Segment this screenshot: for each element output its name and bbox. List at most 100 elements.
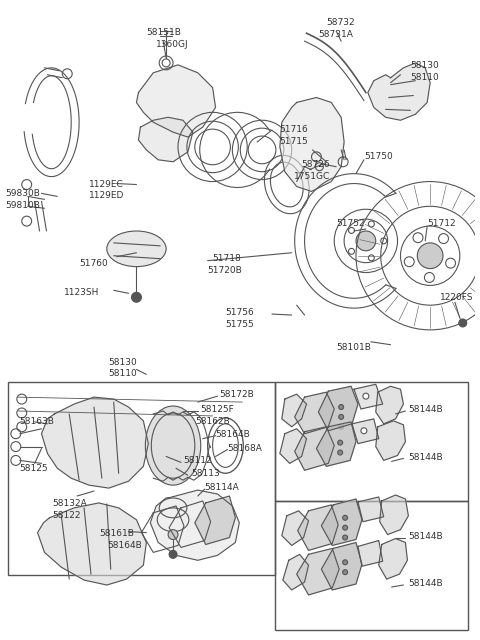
- Polygon shape: [282, 511, 309, 545]
- Ellipse shape: [145, 406, 201, 485]
- Polygon shape: [376, 387, 404, 424]
- Circle shape: [381, 238, 387, 244]
- Polygon shape: [379, 538, 408, 579]
- Circle shape: [169, 550, 177, 558]
- Polygon shape: [322, 543, 362, 590]
- Text: 58732: 58732: [326, 19, 355, 28]
- Ellipse shape: [107, 231, 166, 267]
- Text: 58144B: 58144B: [408, 532, 443, 541]
- Polygon shape: [283, 554, 309, 590]
- Circle shape: [343, 535, 348, 540]
- Circle shape: [417, 243, 443, 269]
- Text: 51755: 51755: [226, 320, 254, 329]
- Circle shape: [339, 404, 344, 410]
- Polygon shape: [282, 394, 307, 427]
- Circle shape: [343, 515, 348, 520]
- Circle shape: [369, 221, 374, 227]
- Text: 58110: 58110: [109, 369, 138, 378]
- Circle shape: [343, 525, 348, 530]
- Text: 58168A: 58168A: [228, 444, 262, 452]
- Polygon shape: [280, 97, 344, 191]
- Polygon shape: [358, 497, 384, 522]
- Text: 51712: 51712: [427, 219, 456, 228]
- Text: 51718: 51718: [213, 253, 241, 263]
- Text: 51760: 51760: [79, 259, 108, 268]
- Text: 1360GJ: 1360GJ: [156, 40, 189, 49]
- Text: 58144B: 58144B: [408, 579, 443, 588]
- Circle shape: [132, 292, 142, 302]
- Circle shape: [348, 227, 354, 234]
- Text: 58113: 58113: [191, 469, 219, 478]
- Text: 58122: 58122: [52, 511, 81, 520]
- Bar: [275, 501, 468, 630]
- Polygon shape: [150, 490, 240, 560]
- Text: 58161B: 58161B: [99, 529, 134, 538]
- Circle shape: [369, 255, 374, 260]
- Polygon shape: [295, 427, 334, 470]
- Circle shape: [343, 570, 348, 575]
- Polygon shape: [354, 384, 383, 409]
- Text: 58163B: 58163B: [20, 417, 55, 426]
- Text: 59810B: 59810B: [5, 202, 40, 211]
- Text: 58130: 58130: [109, 358, 138, 367]
- Polygon shape: [195, 496, 235, 545]
- Text: 58164B: 58164B: [216, 430, 251, 439]
- Text: 51720B: 51720B: [208, 266, 242, 275]
- Circle shape: [348, 248, 354, 254]
- Text: 1220FS: 1220FS: [440, 293, 474, 302]
- Bar: [275, 382, 468, 501]
- Circle shape: [361, 428, 367, 434]
- Text: 51715: 51715: [279, 137, 308, 146]
- Circle shape: [439, 234, 448, 244]
- Polygon shape: [368, 63, 430, 120]
- Text: 1751GC: 1751GC: [294, 172, 330, 180]
- Text: 58144B: 58144B: [408, 452, 443, 461]
- Text: 58172B: 58172B: [219, 390, 254, 399]
- Text: 58110: 58110: [410, 73, 439, 82]
- Circle shape: [445, 258, 456, 268]
- Polygon shape: [298, 505, 338, 550]
- Polygon shape: [42, 397, 148, 488]
- Circle shape: [168, 530, 178, 540]
- Text: 1129ED: 1129ED: [89, 191, 124, 200]
- Text: 58112: 58112: [183, 456, 212, 465]
- Polygon shape: [380, 495, 408, 534]
- Text: 51752: 51752: [336, 219, 365, 228]
- Text: 51756: 51756: [226, 308, 254, 317]
- Text: 58731A: 58731A: [318, 30, 353, 39]
- Circle shape: [343, 560, 348, 564]
- Text: 58144B: 58144B: [408, 405, 443, 414]
- Polygon shape: [322, 499, 362, 545]
- Text: 51750: 51750: [364, 152, 393, 161]
- Circle shape: [404, 257, 414, 267]
- Text: 58726: 58726: [301, 160, 330, 169]
- Text: 58130: 58130: [410, 61, 439, 70]
- Circle shape: [339, 424, 344, 429]
- Text: 58125F: 58125F: [201, 405, 235, 414]
- Text: 58162B: 58162B: [195, 417, 229, 426]
- Polygon shape: [280, 429, 307, 463]
- Text: 58132A: 58132A: [52, 499, 87, 508]
- Polygon shape: [318, 387, 358, 431]
- Text: 58164B: 58164B: [107, 541, 142, 550]
- Polygon shape: [376, 421, 406, 460]
- Text: 1123SH: 1123SH: [64, 289, 100, 298]
- Text: 58101B: 58101B: [336, 343, 371, 352]
- Bar: [8, 382, 275, 575]
- Text: 51716: 51716: [279, 125, 308, 134]
- Polygon shape: [316, 422, 356, 467]
- Polygon shape: [358, 541, 383, 566]
- Circle shape: [339, 415, 344, 419]
- Circle shape: [363, 393, 369, 399]
- Circle shape: [413, 233, 423, 243]
- Circle shape: [338, 450, 343, 455]
- Text: 58125: 58125: [20, 465, 48, 474]
- Circle shape: [424, 273, 434, 282]
- Text: 58114A: 58114A: [204, 483, 240, 492]
- Polygon shape: [352, 419, 379, 444]
- Text: 59830B: 59830B: [5, 189, 40, 198]
- Text: 1129EC: 1129EC: [89, 180, 124, 189]
- Polygon shape: [138, 117, 193, 162]
- Polygon shape: [295, 392, 334, 434]
- Circle shape: [356, 231, 376, 251]
